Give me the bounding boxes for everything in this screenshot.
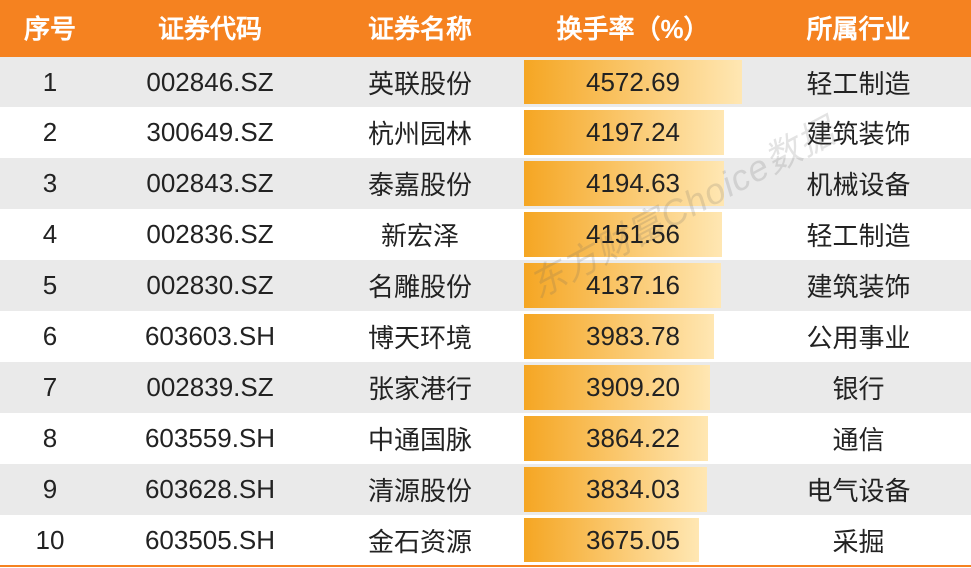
table-row: 8603559.SH中通国脉3864.22通信 bbox=[0, 413, 971, 464]
table-row: 1002846.SZ英联股份4572.69轻工制造 bbox=[0, 56, 971, 107]
cell-idx: 10 bbox=[0, 515, 100, 566]
cell-industry: 银行 bbox=[746, 362, 971, 413]
turnover-value: 4572.69 bbox=[524, 60, 742, 105]
cell-idx: 6 bbox=[0, 311, 100, 362]
turnover-value: 4137.16 bbox=[524, 263, 742, 308]
cell-name: 杭州园林 bbox=[320, 107, 520, 158]
col-header-code: 证券代码 bbox=[100, 0, 320, 56]
turnover-value: 3864.22 bbox=[524, 416, 742, 461]
cell-code: 002839.SZ bbox=[100, 362, 320, 413]
cell-idx: 9 bbox=[0, 464, 100, 515]
cell-industry: 建筑装饰 bbox=[746, 107, 971, 158]
header-row: 序号证券代码证券名称换手率（%）所属行业 bbox=[0, 0, 971, 56]
cell-turnover: 4197.24 bbox=[520, 107, 746, 158]
cell-name: 名雕股份 bbox=[320, 260, 520, 311]
table-row: 4002836.SZ新宏泽4151.56轻工制造 bbox=[0, 209, 971, 260]
cell-code: 603603.SH bbox=[100, 311, 320, 362]
cell-turnover: 3834.03 bbox=[520, 464, 746, 515]
cell-industry: 通信 bbox=[746, 413, 971, 464]
cell-name: 金石资源 bbox=[320, 515, 520, 566]
turnover-value: 3983.78 bbox=[524, 314, 742, 359]
cell-turnover: 4572.69 bbox=[520, 56, 746, 107]
cell-industry: 采掘 bbox=[746, 515, 971, 566]
turnover-value: 4151.56 bbox=[524, 212, 742, 257]
cell-turnover: 3675.05 bbox=[520, 515, 746, 566]
cell-code: 603505.SH bbox=[100, 515, 320, 566]
cell-turnover: 4194.63 bbox=[520, 158, 746, 209]
turnover-value: 4197.24 bbox=[524, 110, 742, 155]
col-header-name: 证券名称 bbox=[320, 0, 520, 56]
cell-code: 002830.SZ bbox=[100, 260, 320, 311]
cell-industry: 机械设备 bbox=[746, 158, 971, 209]
cell-name: 新宏泽 bbox=[320, 209, 520, 260]
table-row: 10603505.SH金石资源3675.05采掘 bbox=[0, 515, 971, 566]
cell-name: 清源股份 bbox=[320, 464, 520, 515]
table-body: 1002846.SZ英联股份4572.69轻工制造2300649.SZ杭州园林4… bbox=[0, 56, 971, 566]
cell-code: 603559.SH bbox=[100, 413, 320, 464]
turnover-value: 3834.03 bbox=[524, 467, 742, 512]
cell-turnover: 4137.16 bbox=[520, 260, 746, 311]
securities-table-wrap: 序号证券代码证券名称换手率（%）所属行业 1002846.SZ英联股份4572.… bbox=[0, 0, 971, 567]
cell-industry: 公用事业 bbox=[746, 311, 971, 362]
cell-code: 300649.SZ bbox=[100, 107, 320, 158]
col-header-idx: 序号 bbox=[0, 0, 100, 56]
cell-idx: 1 bbox=[0, 56, 100, 107]
cell-turnover: 3983.78 bbox=[520, 311, 746, 362]
cell-name: 泰嘉股份 bbox=[320, 158, 520, 209]
cell-name: 博天环境 bbox=[320, 311, 520, 362]
cell-industry: 电气设备 bbox=[746, 464, 971, 515]
cell-industry: 轻工制造 bbox=[746, 56, 971, 107]
cell-code: 002836.SZ bbox=[100, 209, 320, 260]
cell-industry: 轻工制造 bbox=[746, 209, 971, 260]
securities-table: 序号证券代码证券名称换手率（%）所属行业 1002846.SZ英联股份4572.… bbox=[0, 0, 971, 567]
cell-code: 002846.SZ bbox=[100, 56, 320, 107]
table-head: 序号证券代码证券名称换手率（%）所属行业 bbox=[0, 0, 971, 56]
cell-industry: 建筑装饰 bbox=[746, 260, 971, 311]
cell-idx: 7 bbox=[0, 362, 100, 413]
table-row: 2300649.SZ杭州园林4197.24建筑装饰 bbox=[0, 107, 971, 158]
col-header-turnover: 换手率（%） bbox=[520, 0, 746, 56]
cell-code: 603628.SH bbox=[100, 464, 320, 515]
cell-idx: 4 bbox=[0, 209, 100, 260]
table-row: 9603628.SH清源股份3834.03电气设备 bbox=[0, 464, 971, 515]
cell-code: 002843.SZ bbox=[100, 158, 320, 209]
col-header-industry: 所属行业 bbox=[746, 0, 971, 56]
cell-name: 中通国脉 bbox=[320, 413, 520, 464]
table-row: 7002839.SZ张家港行3909.20银行 bbox=[0, 362, 971, 413]
cell-turnover: 4151.56 bbox=[520, 209, 746, 260]
cell-idx: 2 bbox=[0, 107, 100, 158]
turnover-value: 3909.20 bbox=[524, 365, 742, 410]
turnover-value: 3675.05 bbox=[524, 518, 742, 563]
cell-name: 张家港行 bbox=[320, 362, 520, 413]
cell-idx: 5 bbox=[0, 260, 100, 311]
cell-idx: 8 bbox=[0, 413, 100, 464]
table-row: 3002843.SZ泰嘉股份4194.63机械设备 bbox=[0, 158, 971, 209]
cell-idx: 3 bbox=[0, 158, 100, 209]
cell-turnover: 3909.20 bbox=[520, 362, 746, 413]
table-row: 6603603.SH博天环境3983.78公用事业 bbox=[0, 311, 971, 362]
cell-name: 英联股份 bbox=[320, 56, 520, 107]
table-row: 5002830.SZ名雕股份4137.16建筑装饰 bbox=[0, 260, 971, 311]
turnover-value: 4194.63 bbox=[524, 161, 742, 206]
cell-turnover: 3864.22 bbox=[520, 413, 746, 464]
